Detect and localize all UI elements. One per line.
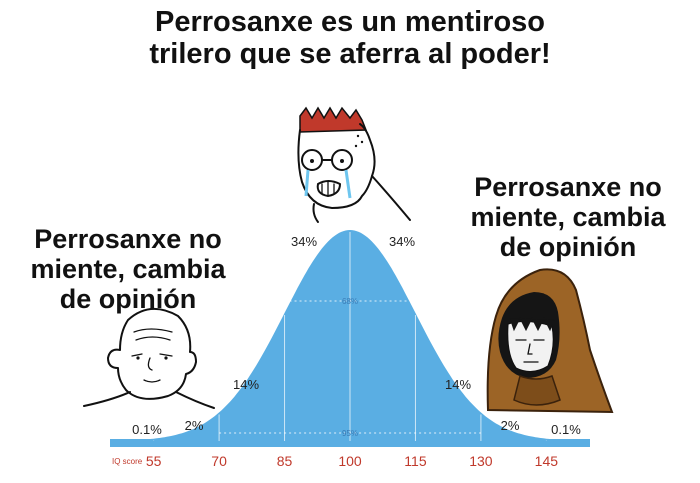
inner-percent-label: 95% (342, 429, 358, 438)
x-tick-label: 145 (535, 453, 559, 469)
x-tick-label: 70 (211, 453, 227, 469)
x-tick-label: 55 (146, 453, 162, 469)
right-caption: Perrosanxe no miente, cambia de opinión (470, 172, 666, 263)
x-tick-label: 100 (338, 453, 362, 469)
top-caption: Perrosanxe es un mentiroso trilero que s… (149, 6, 551, 71)
band-percent-label: 0.1% (551, 422, 581, 437)
x-tick-label: 130 (469, 453, 493, 469)
label-layer: 68% 95% 0.1% 2% 14% 34% 34% 14% 2% 0.1% 55 70 85 100 1… (112, 234, 581, 469)
band-percent-label: 14% (445, 377, 471, 392)
x-axis-label: IQ score (112, 457, 143, 466)
band-percent-label: 34% (389, 234, 415, 249)
wojak-center (297, 106, 411, 223)
left-caption: Perrosanxe no miente, cambia de opinión (30, 224, 226, 315)
x-tick-label: 115 (404, 453, 427, 469)
band-percent-label: 2% (185, 418, 204, 433)
band-percent-label: 2% (501, 418, 520, 433)
curve-layer (110, 230, 590, 447)
x-tick-label: 85 (277, 453, 293, 469)
band-percent-label: 14% (233, 377, 259, 392)
wojak-right (486, 268, 614, 414)
band-percent-label: 34% (291, 234, 317, 249)
inner-percent-label: 68% (342, 297, 358, 306)
curve-baseline (110, 439, 590, 447)
wojak-left (83, 308, 215, 409)
band-percent-label: 0.1% (132, 422, 162, 437)
